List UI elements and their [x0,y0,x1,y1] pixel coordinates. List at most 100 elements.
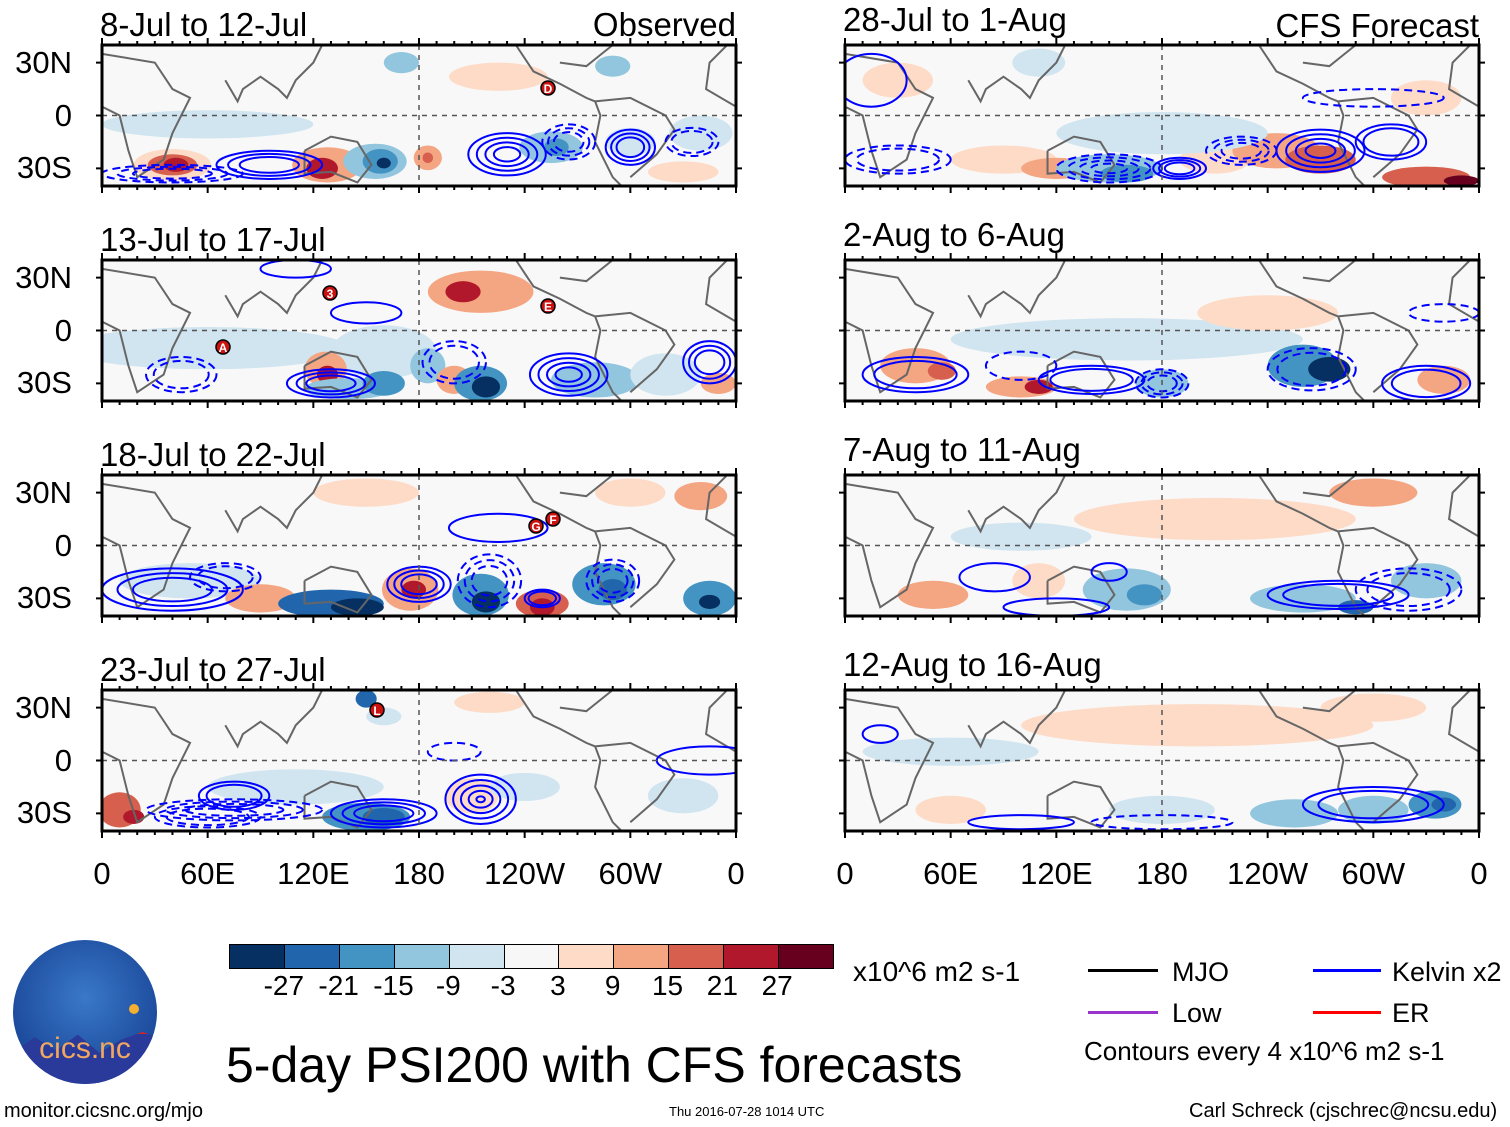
panel-title: 28-Jul to 1-Aug [843,1,1067,38]
anomaly-shading [647,161,719,183]
panel-title: 8-Jul to 12-Jul [100,6,308,43]
negative-contour [116,165,229,182]
coastline [595,311,676,393]
anomaly-shading [862,737,1039,766]
coastline [1302,475,1357,498]
coastline [845,482,935,609]
negative-contour [102,163,244,184]
positive-contour [452,779,510,820]
coastline [595,741,676,823]
coastline [303,350,373,399]
negative-contour [585,558,641,603]
lat-tick-label: 0 [54,97,72,133]
positive-contour [1381,364,1472,401]
coastline [967,260,1067,319]
positive-contour [444,773,517,825]
positive-contour [528,352,609,397]
negative-contour [1220,141,1262,160]
colorbar-swatch [614,945,670,968]
coastline [1302,690,1357,713]
anomaly-shading [630,353,701,396]
positive-contour [329,798,438,829]
coastline [1302,45,1357,68]
lon-tick-label: 60W [598,856,663,891]
coastline [559,260,614,283]
positive-contour [1163,161,1196,176]
positive-contour [1317,789,1430,820]
negative-contour [1066,156,1152,181]
coastline [224,475,324,534]
negative-contour [1140,371,1184,396]
anomaly-shading [674,482,728,511]
negative-contour [165,807,250,827]
panel-tag: CFS Forecast [1275,7,1479,44]
positive-contour [238,155,300,174]
logo-text: cics.nc [39,1032,131,1065]
negative-contour [456,553,523,609]
negative-contour [470,564,509,597]
positive-contour [295,371,367,396]
positive-contour [1158,159,1202,178]
colorbar-swatch [724,945,780,968]
anomaly-shading [448,62,548,91]
positive-contour [604,128,656,166]
colorbar-swatch [230,945,285,968]
positive-contour [475,795,486,804]
storm-label: D [544,82,553,96]
negative-contour [145,355,218,394]
anomaly-shading [306,157,338,179]
negative-contour [1134,368,1190,399]
coastline [559,475,614,498]
anomaly-shading [1012,48,1066,77]
colorbar-swatch [449,945,505,968]
negative-contour [421,340,487,385]
anomaly-shading [1320,693,1427,722]
anomaly-shading [445,281,481,303]
colorbar-tick-label: 9 [604,970,621,1001]
positive-contour [1362,127,1420,157]
lat-tick-label: 30N [15,689,72,725]
anomaly-shading [1443,175,1479,186]
anomaly-shading [383,52,419,74]
negative-contour [845,144,952,175]
lon-tick-label: 120E [1020,856,1093,891]
positive-contour [329,301,403,325]
storm-label: L [373,704,380,718]
positive-contour [845,52,908,108]
negative-contour [145,798,324,822]
positive-contour [205,783,263,808]
coastline [1046,565,1116,614]
colorbar-tick-label: -9 [435,970,461,1001]
anomaly-shading [1285,145,1356,174]
panel-tag: Observed [592,6,736,43]
anomaly-shading [1390,80,1462,116]
positive-contour [958,562,1031,593]
storm-label: F [549,513,556,527]
anomaly-shading [595,55,631,77]
negative-contour [552,131,585,153]
figure-title: 5-day PSI200 with CFS forecasts [226,1037,963,1093]
anomaly-shading [1197,295,1339,331]
legend-line-er [1313,1011,1381,1014]
panel-title: 2-Aug to 6-Aug [843,216,1065,253]
coastline [967,45,1067,104]
positive-contour [523,588,561,609]
anomaly-shading [313,478,419,507]
storm-label: G [531,520,540,534]
colorbar-swatch [779,945,833,968]
positive-contour [861,724,899,744]
negative-contour [541,123,597,161]
anomaly-shading [119,563,261,599]
positive-contour [353,804,415,823]
coastline [1302,260,1357,283]
coastline [595,96,676,178]
coastline [704,690,736,753]
tropical-cyclone-icon [322,285,338,301]
positive-contour [400,573,438,596]
colorbar-swatch [394,945,450,968]
footer-url[interactable]: monitor.cicsnc.org/mjo [4,1100,203,1122]
anomaly-shading [1250,799,1339,828]
lat-tick-label: 30S [16,150,72,186]
storm-label: E [544,300,552,314]
